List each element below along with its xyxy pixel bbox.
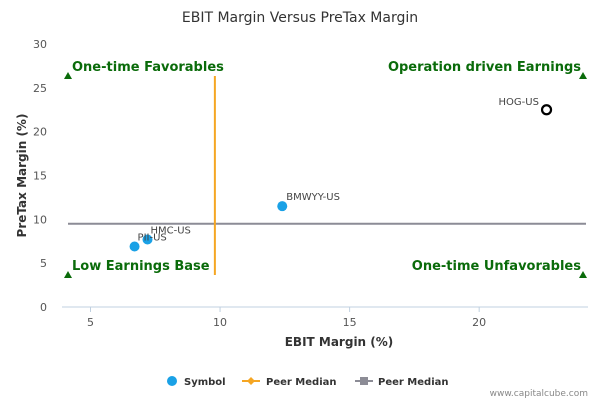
y-tick-label: 25 xyxy=(33,82,47,95)
x-axis-ticks: 5 10 15 20 xyxy=(87,307,486,329)
point-hmc-us xyxy=(142,234,153,245)
x-tick-label: 15 xyxy=(343,316,357,329)
plot-area xyxy=(62,306,588,308)
y-tick-label: 30 xyxy=(33,38,47,51)
legend-peer-median-square-icon xyxy=(360,377,368,385)
x-tick-label: 10 xyxy=(213,316,227,329)
quadrant-bottom-right-triangle-icon xyxy=(579,271,587,278)
quadrant-top-left-label: One-time Favorables xyxy=(72,60,224,75)
y-tick-label: 15 xyxy=(33,170,47,183)
legend-peer-median-x-label: Peer Median xyxy=(266,377,337,388)
legend-peer-median-diamond-icon xyxy=(247,377,255,385)
point-hog-us xyxy=(540,104,553,116)
point-bmwyy-us xyxy=(277,201,288,212)
x-tick-label: 5 xyxy=(87,316,94,329)
point-label-bmwyy-us: BMWYY-US xyxy=(286,192,340,203)
quadrant-labels: One-time Favorables Operation driven Ear… xyxy=(64,60,587,278)
legend: Symbol Peer Median Peer Median xyxy=(167,376,449,388)
y-axis-label: PreTax Margin (%) xyxy=(15,114,29,238)
legend-symbol-dot-icon xyxy=(167,376,177,386)
y-tick-label: 10 xyxy=(33,213,47,226)
y-tick-label: 5 xyxy=(40,257,47,270)
watermark-text: www.capitalcube.com xyxy=(490,389,588,399)
quadrant-bottom-right-label: One-time Unfavorables xyxy=(412,259,581,274)
y-tick-label: 0 xyxy=(40,301,47,314)
x-tick-label: 20 xyxy=(472,316,486,329)
quadrant-bottom-left-label: Low Earnings Base xyxy=(72,259,210,274)
chart-title: EBIT Margin Versus PreTax Margin xyxy=(182,10,418,26)
quadrant-top-right-triangle-icon xyxy=(579,72,587,79)
legend-peer-median-y-label: Peer Median xyxy=(378,377,449,388)
x-axis-label: EBIT Margin (%) xyxy=(285,335,394,349)
point-label-hmc-us: HMC-US xyxy=(151,225,191,236)
y-axis-ticks: 0 5 10 15 20 25 30 xyxy=(33,38,47,314)
point-label-pii-us: PII-US xyxy=(138,233,167,244)
point-pii-us xyxy=(129,241,140,252)
point-label-hog-us: HOG-US xyxy=(499,97,539,108)
legend-symbol-label: Symbol xyxy=(184,377,226,388)
quadrant-bottom-left-triangle-icon xyxy=(64,271,72,278)
quadrant-top-left-triangle-icon xyxy=(64,72,72,79)
quadrant-top-right-label: Operation driven Earnings xyxy=(388,60,581,75)
y-tick-label: 20 xyxy=(33,126,47,139)
